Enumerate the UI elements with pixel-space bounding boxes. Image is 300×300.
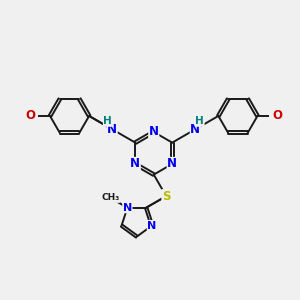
Text: O: O <box>272 110 282 122</box>
Text: CH₃: CH₃ <box>101 194 120 202</box>
Text: H: H <box>103 116 112 126</box>
Text: S: S <box>162 190 170 202</box>
Text: N: N <box>107 123 117 136</box>
Text: H: H <box>195 116 204 126</box>
Text: N: N <box>167 158 177 170</box>
Text: O: O <box>26 110 35 122</box>
Text: N: N <box>190 123 200 136</box>
Text: N: N <box>149 125 159 139</box>
Text: N: N <box>130 158 140 170</box>
Text: N: N <box>123 203 132 213</box>
Text: N: N <box>147 220 157 231</box>
